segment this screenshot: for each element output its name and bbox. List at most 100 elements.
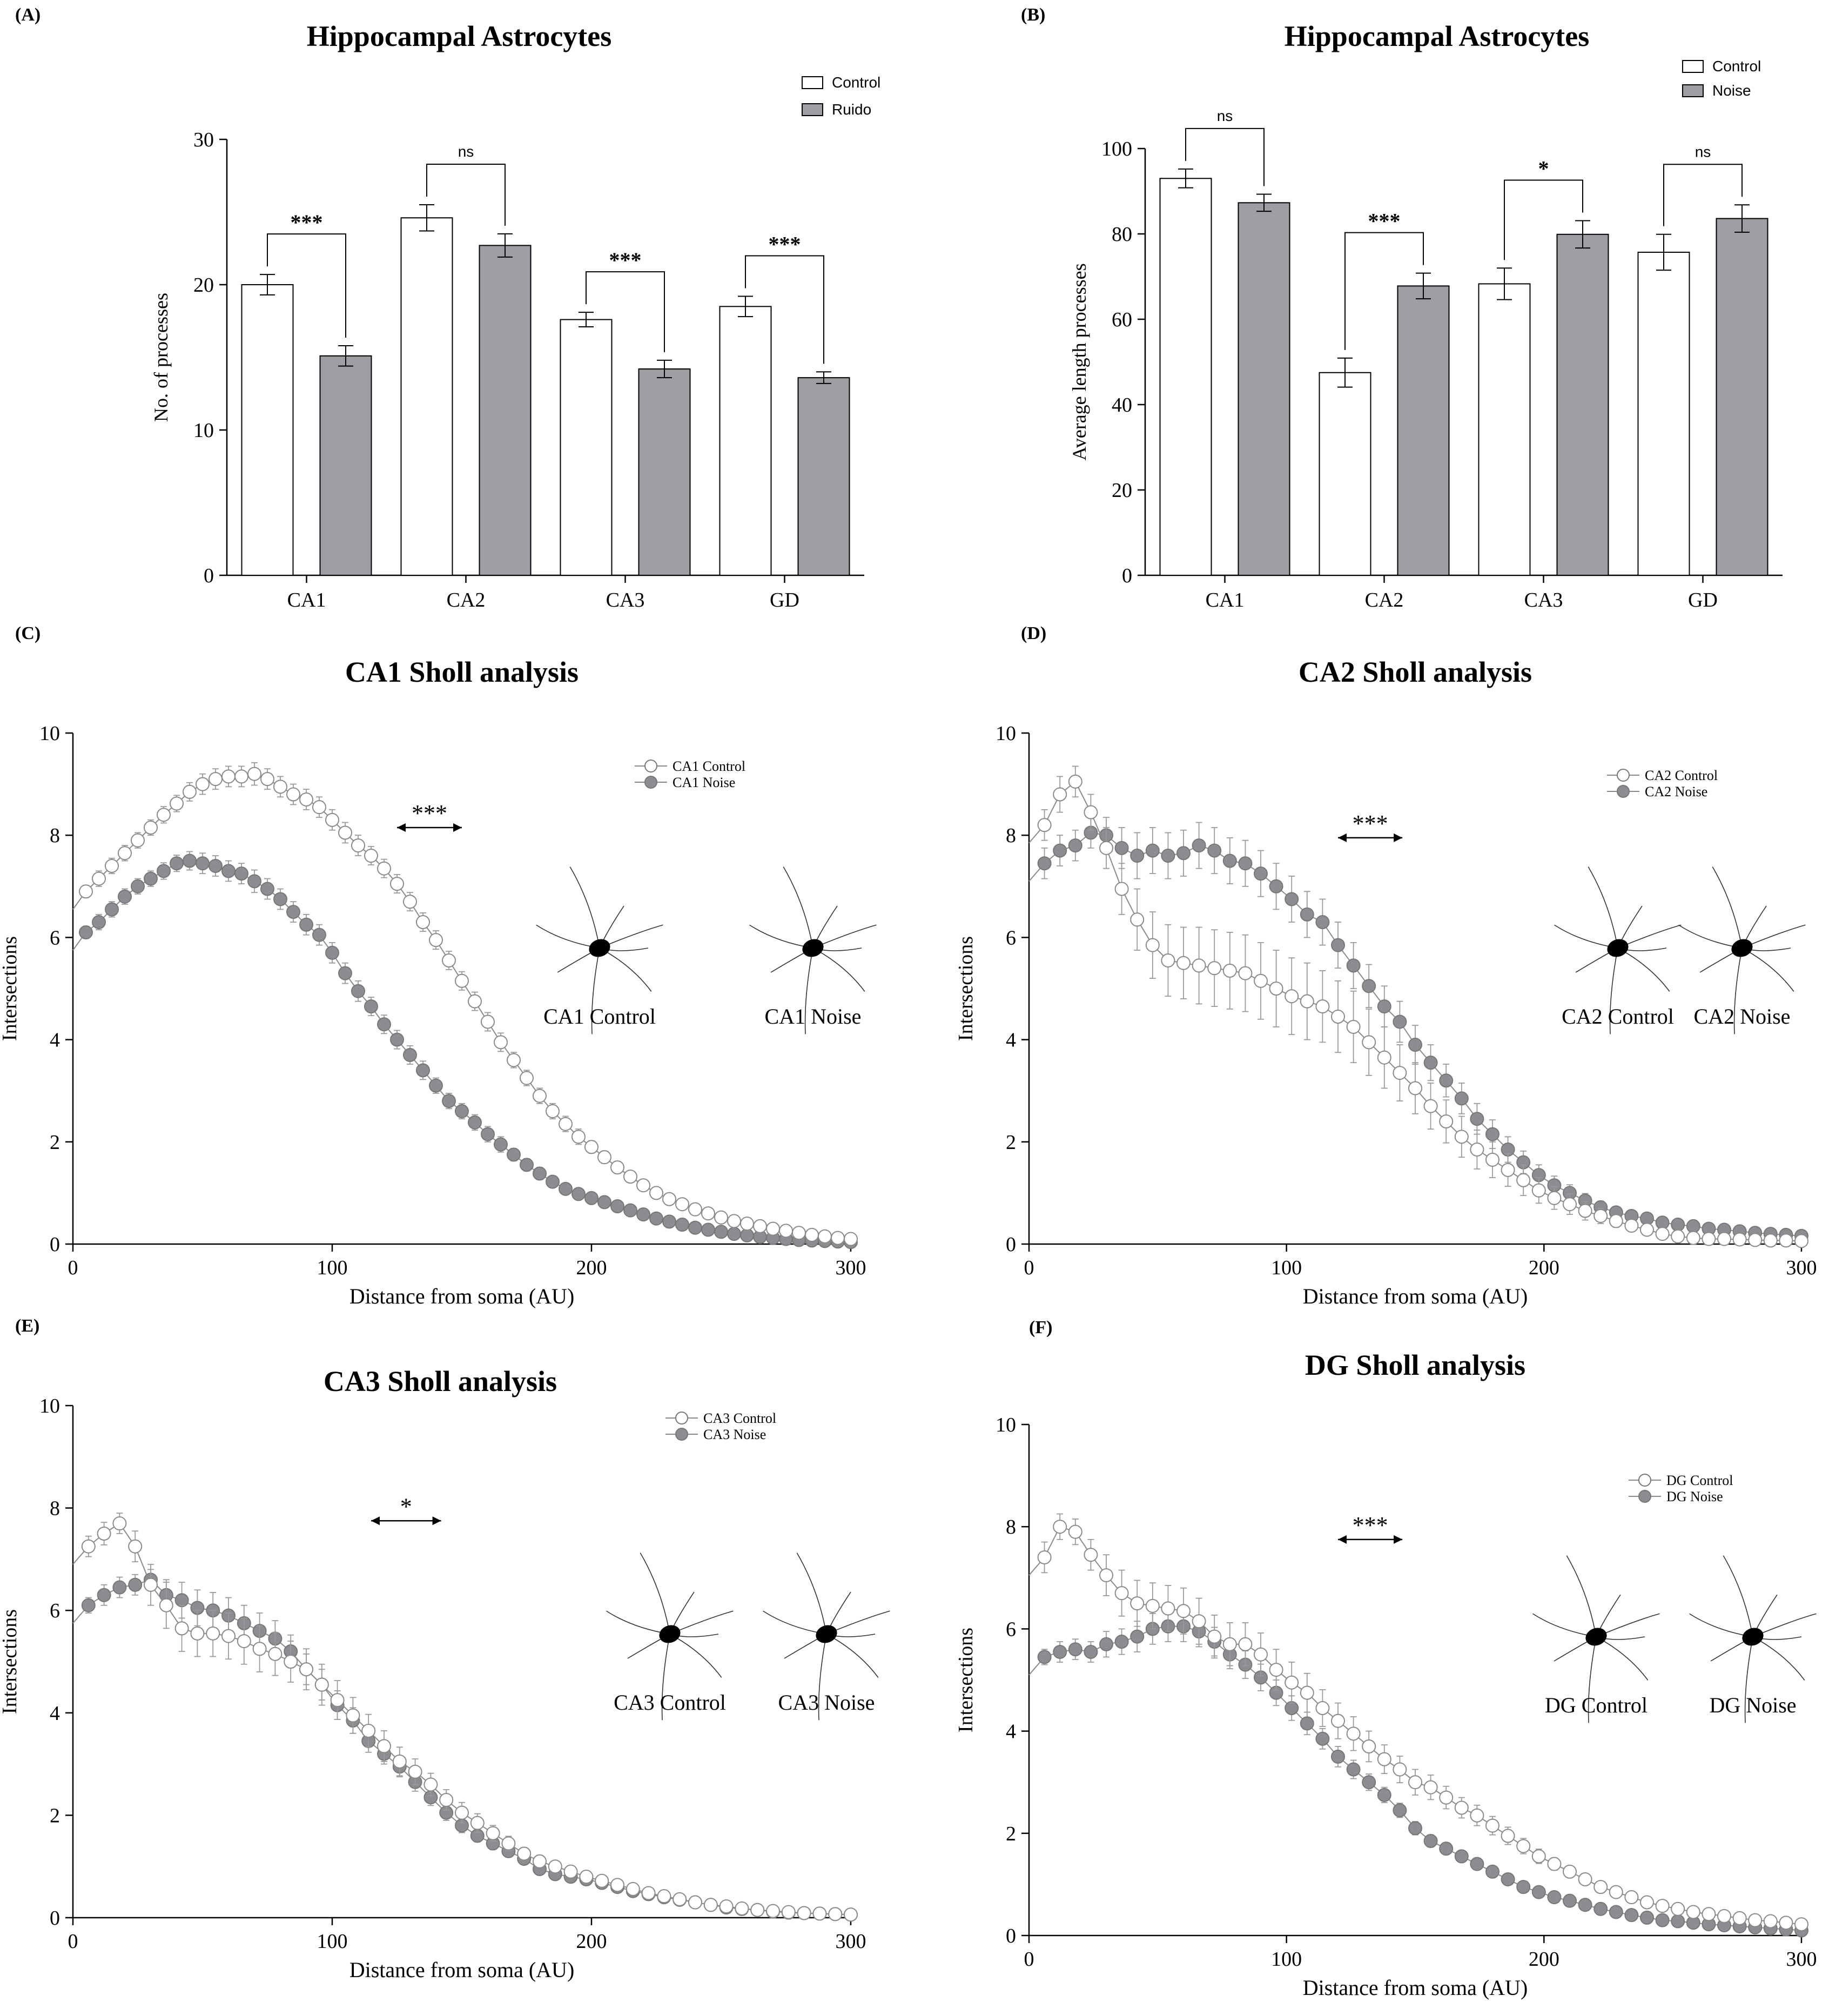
data-point — [1099, 841, 1113, 855]
data-point — [1331, 1713, 1345, 1728]
series — [1028, 1610, 1808, 1938]
data-point — [1130, 1629, 1145, 1644]
series — [72, 851, 858, 1249]
data-point — [1563, 1893, 1577, 1908]
y-tick-label: 8 — [50, 1497, 60, 1520]
data-point — [501, 1836, 516, 1851]
y-tick-label: 0 — [50, 1907, 60, 1930]
data-point — [520, 1158, 534, 1172]
bar — [1319, 372, 1371, 576]
data-point — [81, 1598, 96, 1612]
significance-arrow: *** — [1338, 810, 1403, 842]
data-point — [1222, 1637, 1237, 1651]
panel-label: (D) — [1021, 623, 1046, 643]
data-point — [299, 792, 313, 807]
data-point — [260, 772, 274, 787]
legend-swatch — [802, 103, 823, 116]
legend-swatch — [1682, 84, 1704, 97]
significance-arrow: *** — [397, 800, 462, 832]
data-point — [1300, 1716, 1314, 1731]
data-point — [429, 933, 443, 947]
data-point — [1408, 1775, 1422, 1790]
data-point — [1300, 907, 1314, 922]
data-point — [196, 856, 210, 871]
data-point — [112, 1516, 127, 1531]
data-point — [183, 854, 197, 868]
data-point — [571, 1130, 586, 1144]
data-point — [206, 1626, 220, 1641]
data-point — [92, 915, 106, 930]
data-point — [364, 999, 378, 1014]
data-point — [507, 1147, 521, 1162]
data-point — [144, 821, 158, 835]
legend: Control Ruido — [802, 74, 880, 118]
data-point — [844, 1907, 858, 1922]
data-point — [1655, 1913, 1670, 1927]
data-point — [1779, 1233, 1793, 1248]
data-point — [286, 905, 300, 919]
data-point — [1145, 1598, 1160, 1613]
panel-label: (C) — [15, 623, 41, 643]
data-point — [1408, 1038, 1422, 1052]
data-point — [1748, 1233, 1763, 1247]
data-point — [636, 1178, 650, 1193]
data-point — [1285, 1675, 1299, 1690]
data-point — [688, 1202, 702, 1217]
data-point — [792, 1226, 806, 1240]
significance-label: *** — [412, 800, 447, 826]
data-point — [468, 1115, 482, 1130]
data-point — [1315, 1731, 1330, 1746]
data-point — [533, 1166, 547, 1181]
x-tick-label: CA3 — [1524, 589, 1563, 611]
data-point — [1161, 1601, 1175, 1616]
data-point — [1207, 1629, 1222, 1644]
x-tick-label: 300 — [1786, 1948, 1817, 1971]
data-point — [714, 1225, 728, 1239]
series — [72, 1569, 858, 1922]
astrocyte-process — [1678, 924, 1743, 949]
significance-label: *** — [1353, 810, 1388, 837]
bar — [241, 284, 294, 576]
data-point — [442, 1094, 456, 1108]
astrocyte-inset: CA2 Noise — [1678, 866, 1806, 1034]
inset-label: CA2 Control — [1562, 1004, 1674, 1029]
legend-marker — [1617, 769, 1630, 782]
legend-marker — [675, 1428, 688, 1441]
data-point — [351, 984, 365, 998]
data-point — [1099, 1568, 1113, 1583]
astrocyte-process — [1554, 924, 1618, 949]
data-point — [1362, 1739, 1376, 1753]
data-point — [1176, 846, 1191, 861]
data-point — [221, 1629, 236, 1643]
data-point — [1377, 1787, 1391, 1802]
series-line — [72, 1579, 851, 1916]
data-point — [1068, 774, 1082, 789]
data-point — [1702, 1232, 1716, 1246]
data-point — [1794, 1234, 1808, 1248]
arrow-head — [371, 1516, 380, 1526]
data-point — [818, 1229, 832, 1244]
data-point — [595, 1873, 609, 1888]
bar-group: CA1 *** — [241, 210, 372, 611]
data-point — [468, 994, 482, 1009]
data-point — [118, 846, 132, 861]
data-point — [727, 1227, 741, 1241]
y-tick-label: 4 — [50, 1029, 60, 1052]
astrocyte-soma — [816, 1625, 837, 1643]
y-tick-label: 2 — [1006, 1823, 1016, 1845]
data-point — [1454, 1130, 1469, 1144]
arrow-head — [453, 823, 462, 832]
data-point — [1331, 1749, 1345, 1764]
inset-label: CA1 Noise — [765, 1004, 862, 1029]
data-point — [1130, 1596, 1145, 1611]
y-tick-label: 8 — [1006, 824, 1016, 847]
data-point — [1130, 849, 1145, 863]
arrow-head — [432, 1516, 441, 1526]
astrocyte-process — [1566, 1555, 1597, 1637]
x-tick-label: 200 — [1529, 1256, 1559, 1279]
legend-label: Noise — [1712, 82, 1751, 99]
data-point — [812, 1906, 827, 1921]
data-point — [390, 877, 404, 891]
data-point — [234, 866, 248, 881]
